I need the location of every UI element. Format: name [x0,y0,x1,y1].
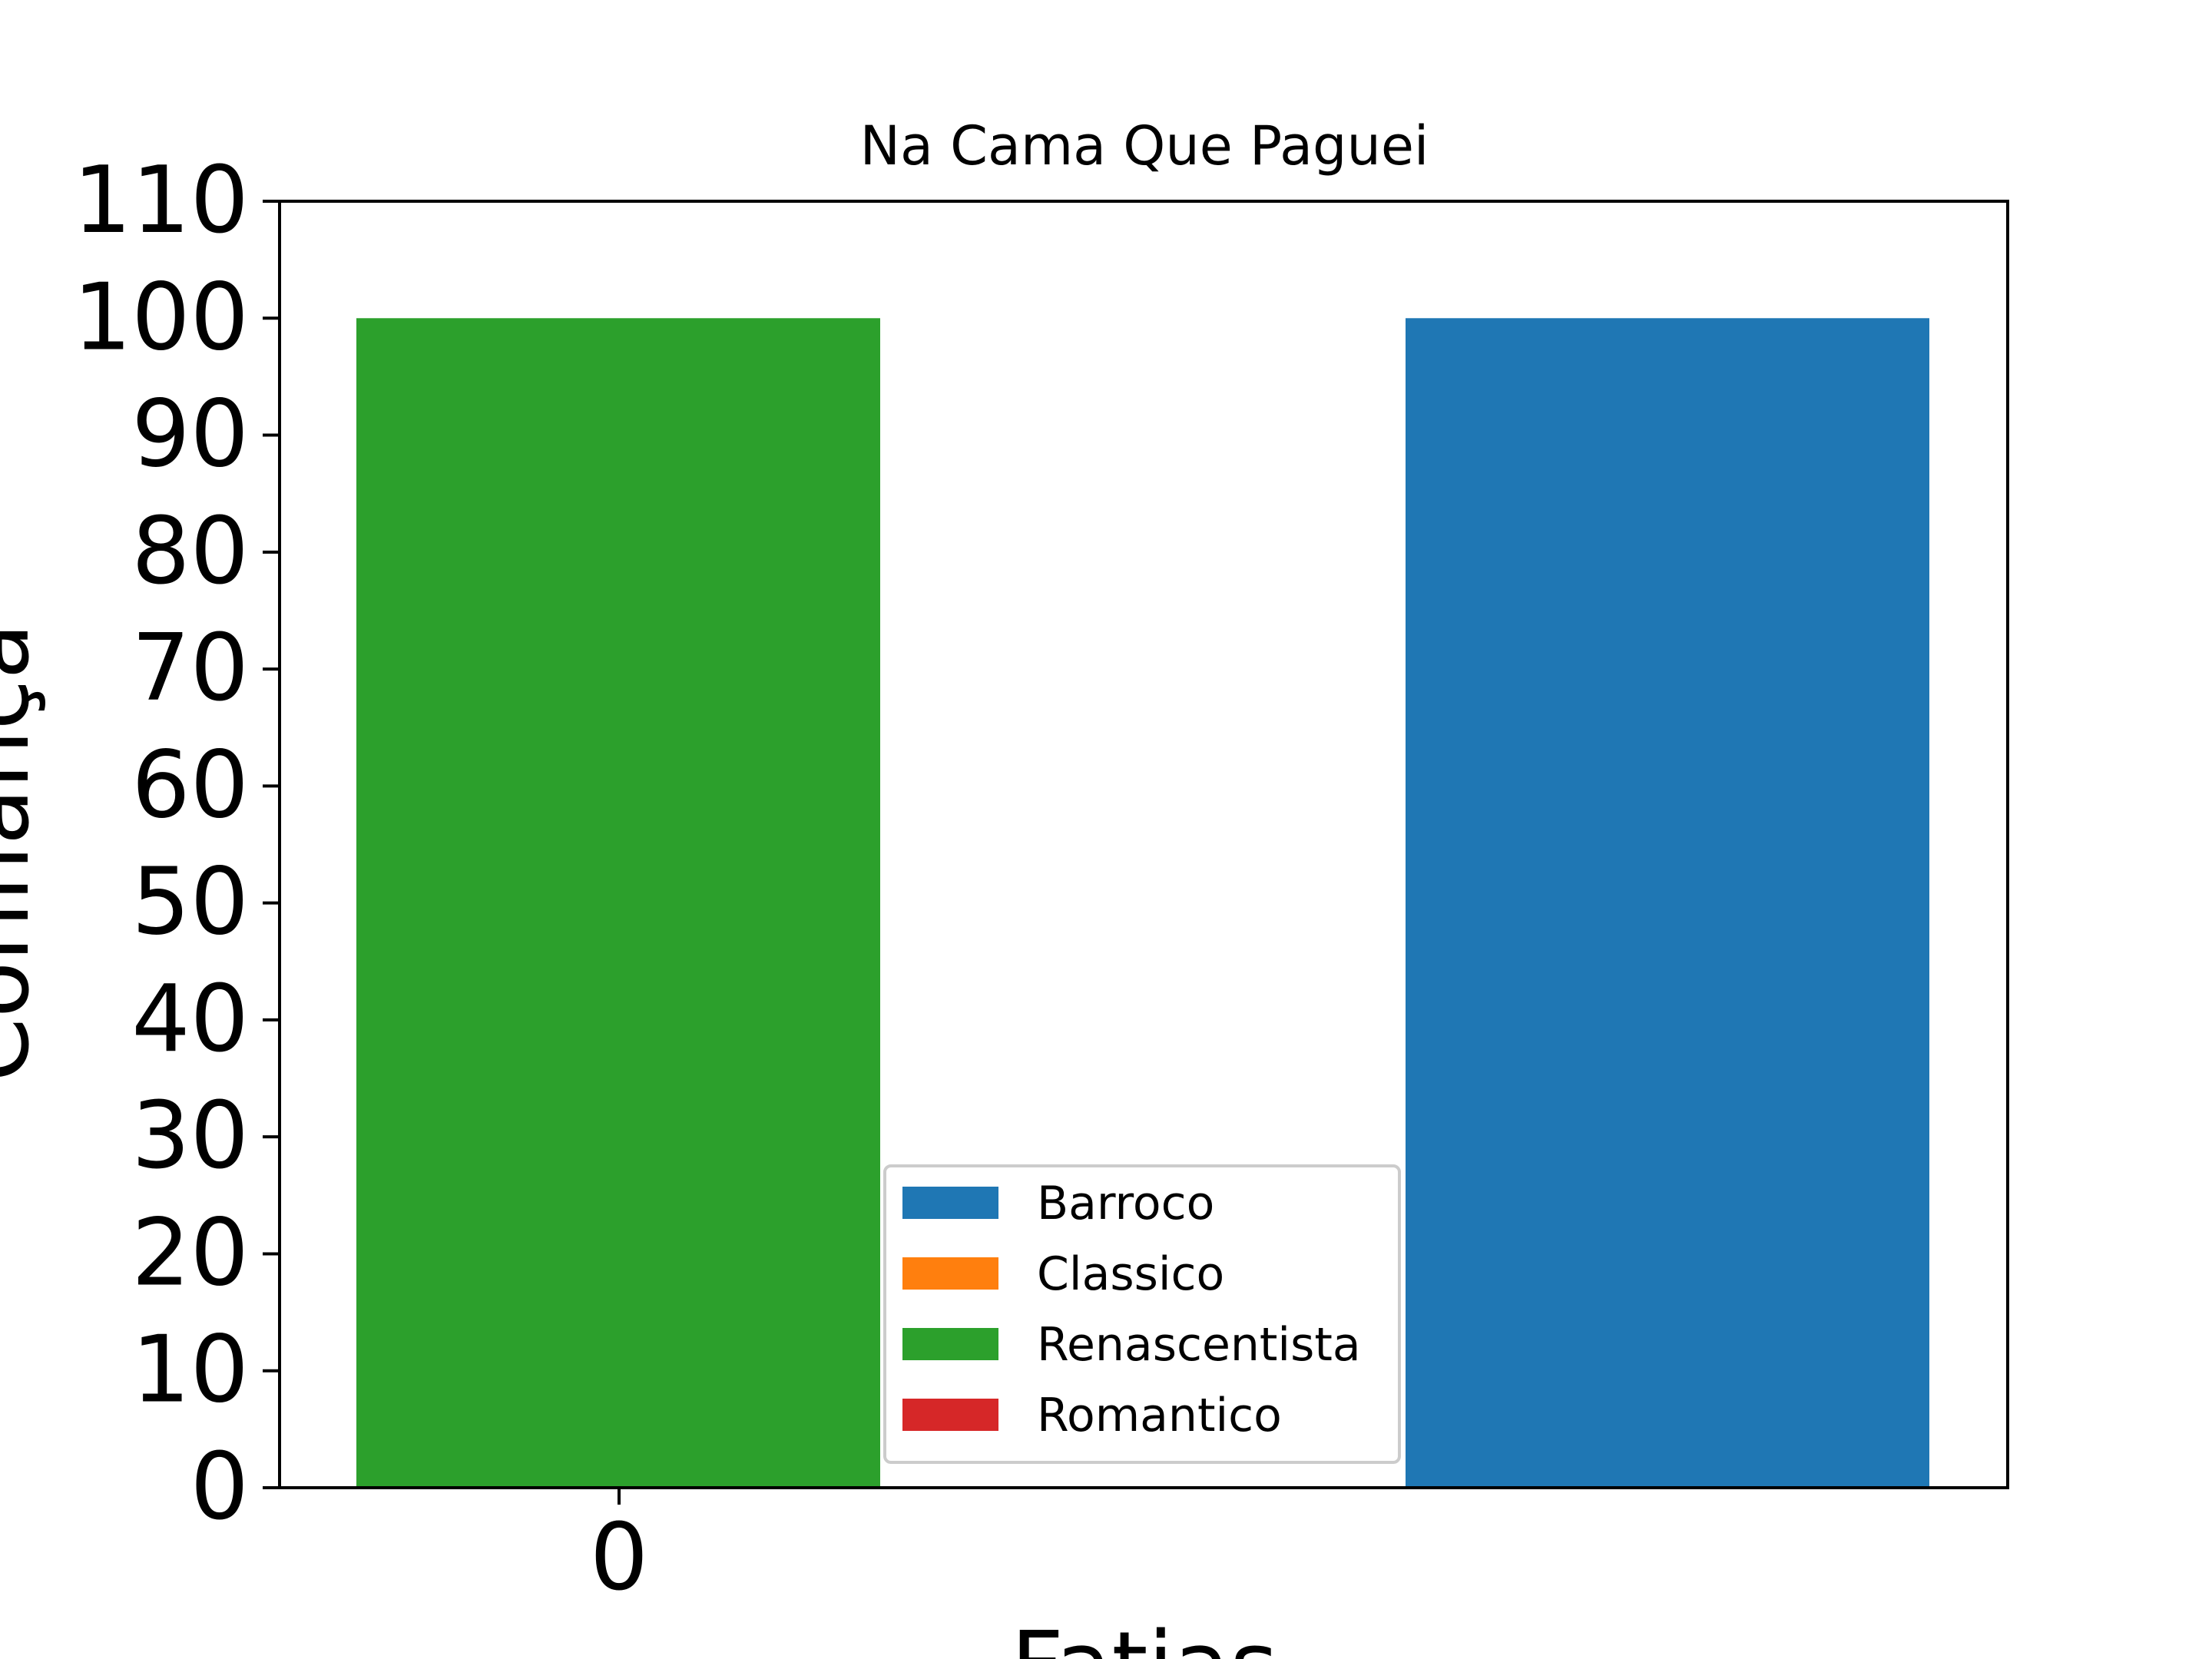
bar-renascentista [356,318,880,1488]
y-tick-label: 60 [131,732,249,839]
y-tick-label: 80 [131,498,249,605]
legend-label-barroco: Barroco [1037,1177,1214,1230]
plot-frame [278,200,2009,1489]
y-tick-label: 90 [131,382,249,488]
y-tick-label: 0 [190,1434,249,1541]
legend-label-romantico: Romantico [1037,1389,1282,1442]
legend-label-renascentista: Renascentista [1037,1318,1361,1372]
x-tick-label: 0 [590,1505,648,1611]
bars-layer [356,318,1929,1488]
legend-swatch-romantico [902,1399,998,1431]
legend-swatch-classico [902,1257,998,1290]
chart-title: Na Cama Que Paguei [860,114,1429,177]
legend-items: Barroco Classico Renascentista Romantico [902,1177,1361,1442]
y-tick-label: 70 [131,615,249,722]
y-tick-label: 50 [131,849,249,956]
y-axis-label: Confiança [0,623,50,1082]
y-tick-label: 40 [131,966,249,1073]
y-tick-label: 30 [131,1083,249,1190]
legend-frame [883,1164,1401,1464]
bar-barroco [1406,318,1929,1488]
legend-label-classico: Classico [1037,1247,1224,1301]
x-axis: 0 [590,1488,648,1611]
y-tick-label: 10 [131,1317,249,1424]
y-tick-label: 100 [73,264,249,371]
y-tick-label: 110 [73,147,249,254]
legend-swatch-renascentista [902,1328,998,1360]
legend: Barroco Classico Renascentista Romantico [883,1164,1401,1464]
y-tick-label: 20 [131,1200,249,1306]
x-axis-label: Fatias [1011,1613,1278,1659]
legend-swatch-barroco [902,1187,998,1219]
